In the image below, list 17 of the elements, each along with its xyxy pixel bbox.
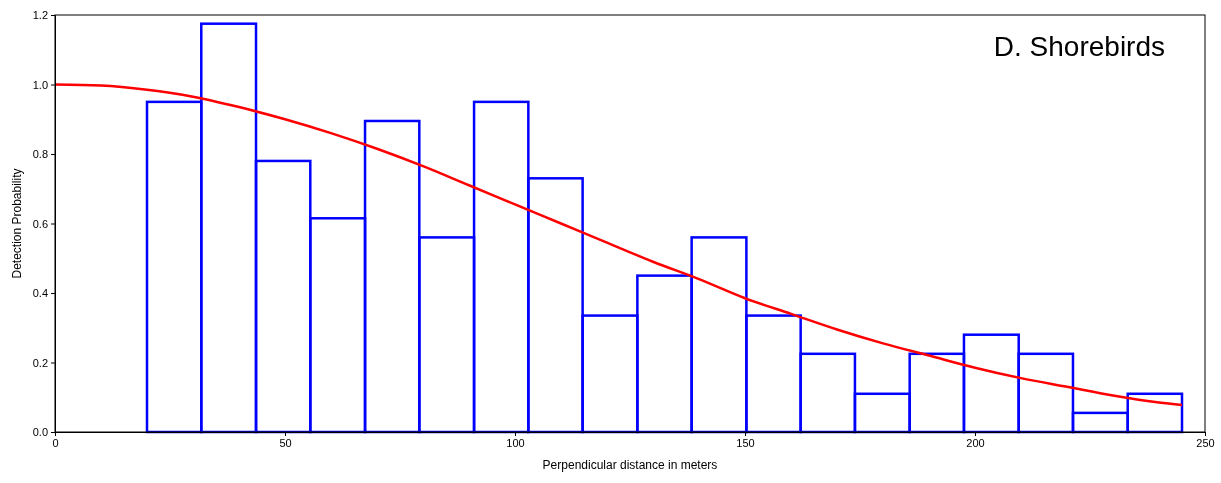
y-tick-label: 1.2 — [32, 9, 48, 22]
y-tick-label: 0.8 — [32, 148, 48, 161]
y-tick-label: 1.0 — [32, 78, 48, 91]
y-tick-label: 0.6 — [32, 217, 48, 230]
x-tick-label: 50 — [279, 436, 292, 449]
x-tick-label: 200 — [966, 436, 985, 449]
y-tick-label: 0.2 — [32, 356, 48, 369]
x-tick-label: 100 — [506, 436, 525, 449]
line-series — [53, 83, 1184, 407]
x-axis-title: Perpendicular distance in meters — [542, 458, 718, 472]
y-tick-label: 0.0 — [32, 426, 48, 439]
y-tick-label: 0.4 — [32, 287, 48, 300]
x-tick-label: 150 — [736, 436, 755, 449]
x-tick-label: 0 — [52, 436, 59, 449]
y-axis-title: Detection Probability — [10, 168, 24, 279]
x-tick-label: 250 — [1196, 436, 1215, 449]
annotation: D. Shorebirds — [993, 31, 1165, 62]
